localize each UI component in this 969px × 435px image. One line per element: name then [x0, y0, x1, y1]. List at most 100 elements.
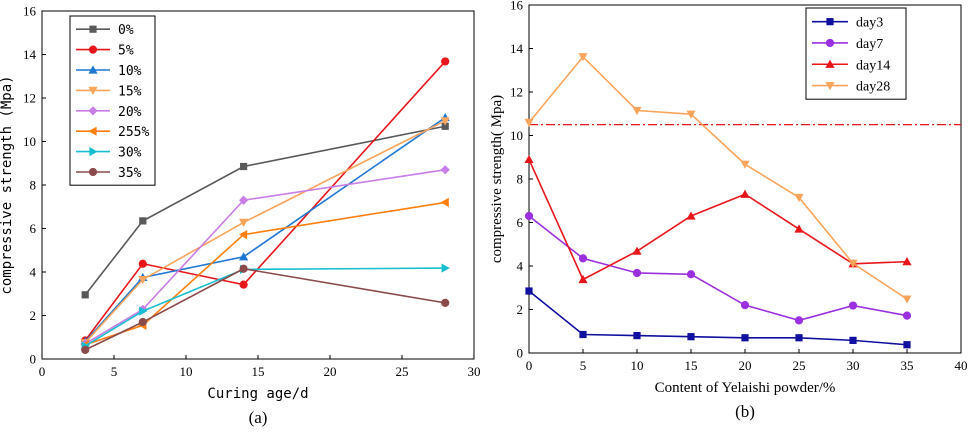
- x-tick-label: 20: [324, 364, 337, 379]
- data-point: [686, 270, 696, 279]
- y-tick-label: 8: [517, 172, 524, 187]
- data-point: [849, 336, 857, 344]
- series-line: [528, 290, 908, 346]
- legend-label: 10%: [118, 64, 142, 79]
- data-point: [632, 106, 642, 116]
- legend-marker: [88, 167, 98, 177]
- legend-label: 15%: [118, 84, 142, 99]
- series-line: [84, 125, 446, 296]
- data-point: [524, 118, 534, 128]
- y-axis-title: compressive strength (Mpa): [0, 75, 15, 294]
- data-point: [578, 53, 588, 62]
- y-tick-label: 4: [30, 265, 37, 280]
- data-point: [795, 334, 803, 342]
- legend-label: 5%: [118, 44, 134, 59]
- x-tick-label: 25: [396, 364, 409, 379]
- data-point: [81, 345, 90, 354]
- x-axis-title: Curing age/d: [207, 386, 308, 402]
- legend-label: day14: [856, 58, 890, 73]
- data-point: [686, 211, 696, 220]
- series-line: [84, 116, 446, 343]
- data-point: [903, 341, 911, 349]
- data-point: [524, 154, 534, 164]
- data-point: [902, 295, 912, 304]
- legend-label: 30%: [118, 146, 142, 161]
- data-point: [578, 254, 588, 263]
- y-tick-label: 12: [23, 91, 36, 106]
- data-point: [138, 259, 147, 268]
- x-tick-label: 15: [252, 364, 265, 379]
- x-tick-label: 5: [111, 364, 118, 379]
- legend-label: day28: [856, 80, 890, 95]
- legend-marker: [88, 86, 98, 95]
- data-point: [441, 263, 450, 273]
- y-axis-title: compressive strength( Mpa): [489, 95, 505, 263]
- data-point: [848, 301, 858, 310]
- x-tick-label: 30: [468, 364, 481, 379]
- y-tick-label: 8: [30, 178, 37, 193]
- x-tick-label: 30: [847, 358, 860, 373]
- data-point: [239, 280, 248, 289]
- data-point: [902, 311, 912, 320]
- legend-marker: [825, 38, 835, 48]
- data-point: [633, 332, 641, 340]
- data-point: [579, 330, 587, 339]
- legend-marker: [88, 106, 98, 116]
- legend-label: 20%: [118, 105, 142, 120]
- data-point: [848, 259, 858, 268]
- legend-label: 35%: [118, 166, 142, 181]
- legend-marker: [825, 59, 835, 68]
- panel-b-chart: 0 5 10 15 20 25 30 35 40 0 2 4 6 8 10 12 14 16 Content of …: [489, 0, 968, 421]
- legend-box: [805, 7, 907, 100]
- data-point: [741, 334, 749, 342]
- data-point: [794, 224, 804, 233]
- legend-box: [69, 15, 156, 186]
- data-point: [441, 122, 449, 130]
- legend-label: 0%: [118, 23, 134, 38]
- legend-marker: [88, 65, 98, 74]
- y-tick-label: 2: [517, 302, 524, 317]
- x-tick-label: 40: [955, 358, 968, 373]
- x-axis-title: Content of Yelaishi powder/%: [655, 380, 836, 396]
- panel-a-chart: 0 5 10 15 20 25 30 0 2 4 6 8 10 12 14 16 Curing age/d com…: [0, 4, 481, 428]
- data-point: [239, 229, 248, 240]
- y-tick-label: 10: [23, 134, 36, 149]
- y-tick-label: 14: [510, 41, 524, 56]
- y-tick-label: 14: [23, 47, 37, 62]
- data-point: [686, 110, 696, 119]
- x-tick-label: 20: [739, 358, 752, 373]
- data-point: [139, 306, 148, 316]
- x-tick-label: 25: [793, 358, 806, 373]
- data-point: [794, 316, 804, 325]
- data-point: [440, 117, 450, 126]
- y-tick-label: 0: [517, 346, 524, 361]
- series-line: [528, 215, 908, 322]
- data-point: [794, 193, 804, 203]
- data-point: [239, 195, 249, 205]
- y-tick-label: 10: [510, 128, 523, 143]
- y-tick-label: 6: [30, 221, 37, 236]
- data-point: [239, 264, 248, 273]
- y-tick-label: 6: [517, 215, 524, 230]
- data-point: [632, 246, 642, 255]
- data-point: [138, 276, 148, 285]
- legend-marker: [88, 45, 98, 54]
- x-tick-label: 10: [180, 364, 193, 379]
- x-tick-label: 10: [631, 358, 644, 373]
- data-point: [740, 160, 750, 169]
- y-tick-label: 16: [23, 4, 37, 19]
- legend-marker: [825, 81, 835, 91]
- data-point: [239, 218, 249, 228]
- data-point: [687, 333, 695, 341]
- x-tick-label: 0: [526, 358, 533, 373]
- series-line: [84, 120, 446, 344]
- data-point: [578, 274, 588, 284]
- series-line: [84, 168, 446, 345]
- data-point: [740, 301, 750, 310]
- series-line: [84, 267, 446, 351]
- y-tick-label: 16: [510, 0, 524, 13]
- panel-label: (b): [735, 402, 755, 421]
- data-point: [740, 189, 750, 198]
- legend-label: day7: [856, 37, 883, 52]
- data-point: [525, 287, 533, 295]
